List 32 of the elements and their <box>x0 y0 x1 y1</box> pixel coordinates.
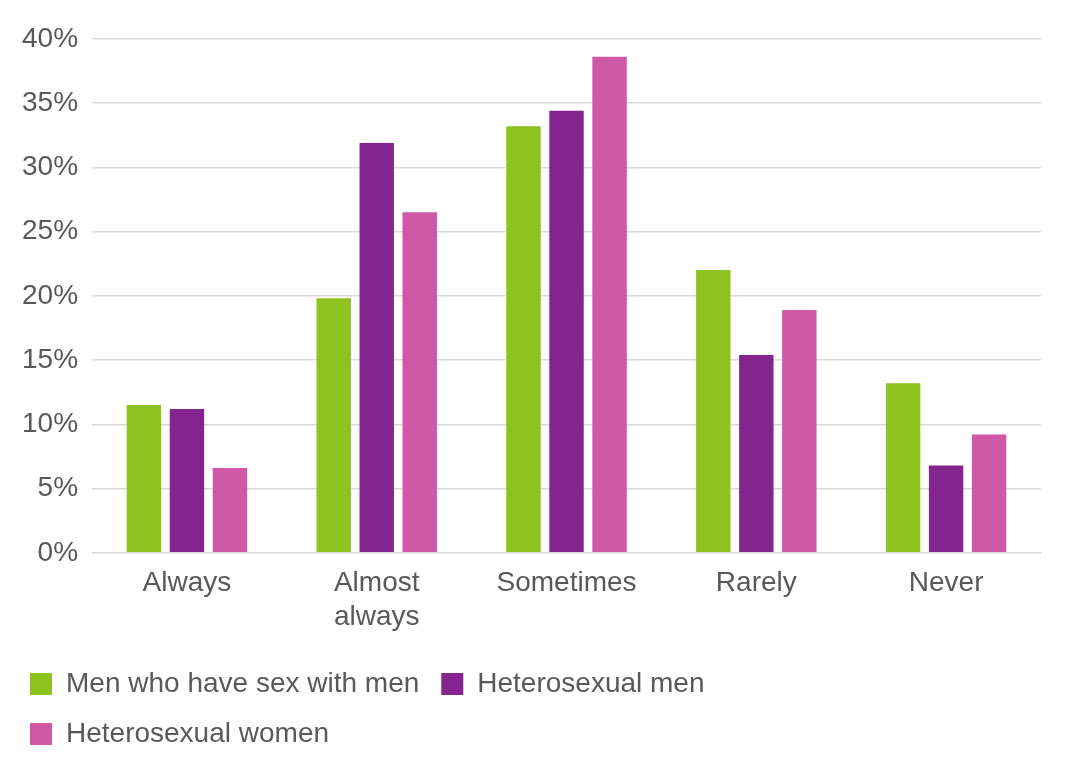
bar <box>592 56 627 553</box>
legend-label: Heterosexual men <box>477 666 705 698</box>
y-tick-label: 15% <box>21 342 79 374</box>
legend-label: Men who have sex with men <box>66 666 420 698</box>
y-tick-label: 25% <box>21 214 79 246</box>
bar <box>212 467 248 553</box>
bar <box>506 126 541 553</box>
bar <box>696 270 731 553</box>
bar <box>885 383 921 553</box>
bar <box>782 309 817 553</box>
bar <box>402 212 437 553</box>
y-tick-label: 10% <box>21 407 79 439</box>
x-tick-label: Rarely <box>715 566 797 598</box>
y-tick-label: 20% <box>21 278 79 310</box>
y-tick-label: 30% <box>21 150 79 182</box>
y-tick-label: 5% <box>37 471 79 503</box>
legend-label: Heterosexual women <box>66 716 330 748</box>
bar <box>549 110 584 553</box>
y-tick-label: 35% <box>21 85 79 117</box>
bar <box>359 142 394 553</box>
y-tick-label: 40% <box>21 21 79 53</box>
bar <box>928 465 964 553</box>
bar <box>316 298 351 553</box>
bar <box>126 405 162 553</box>
bar <box>169 408 205 553</box>
bar <box>739 354 774 553</box>
y-tick-label: 0% <box>37 535 79 567</box>
x-tick-label: Sometimes <box>496 566 637 598</box>
bar <box>971 434 1007 553</box>
x-tick-label: Never <box>908 566 984 598</box>
x-tick-label: Almost always <box>333 566 420 631</box>
x-tick-label: Always <box>142 566 232 598</box>
